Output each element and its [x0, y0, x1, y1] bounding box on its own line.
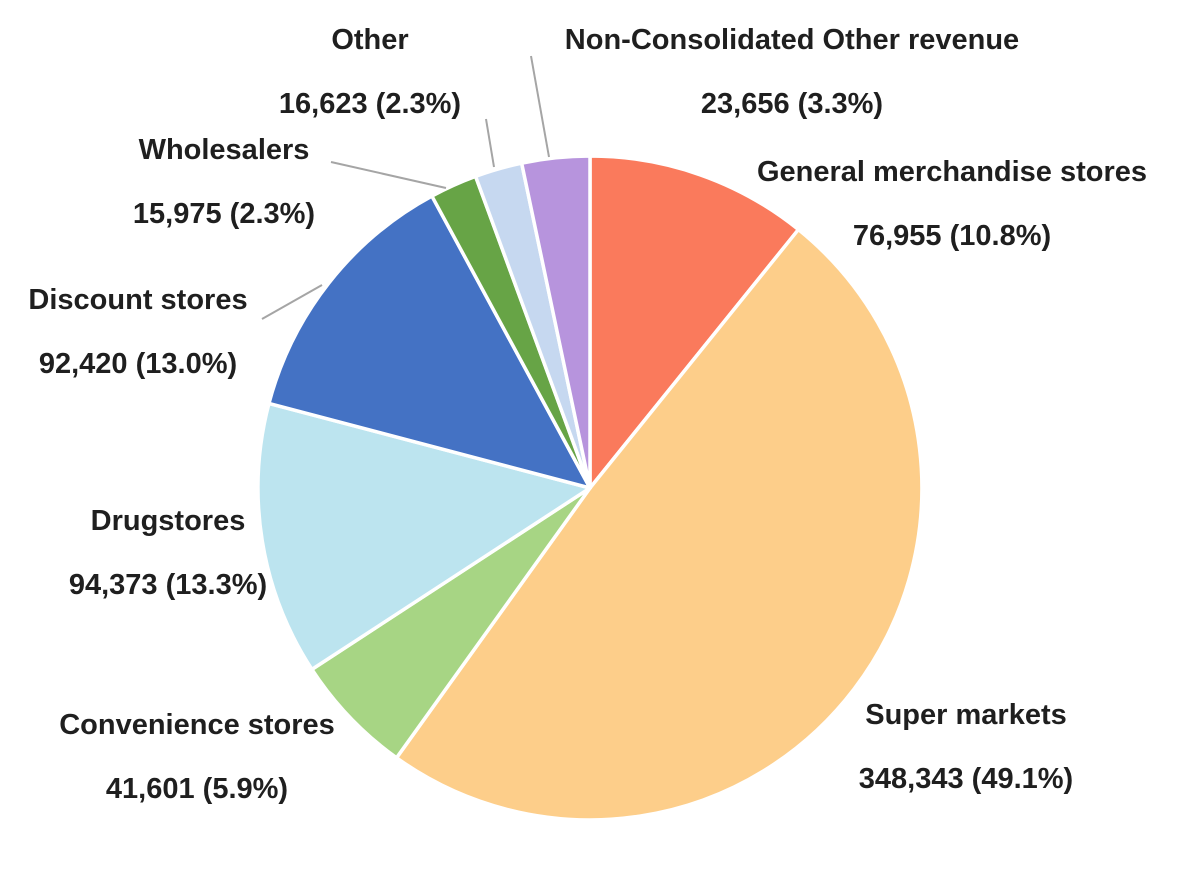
label-drugstores-name: Drugstores	[90, 505, 246, 537]
leader-line-non-consolidated-other-revenue	[530, 55, 550, 158]
label-super-markets: Super markets 348,343 (49.1%)	[859, 695, 1073, 799]
label-general-merchandise-name: General merchandise stores	[756, 156, 1148, 188]
pie-slice-super-markets	[394, 227, 924, 822]
label-convenience-stores-name: Convenience stores	[59, 709, 335, 741]
label-convenience-stores: Convenience stores 41,601 (5.9%)	[59, 705, 335, 809]
label-discount-stores-name: Discount stores	[28, 284, 248, 316]
pie-slice-convenience-stores	[310, 486, 592, 760]
label-discount-stores-value: 92,420 (13.0%)	[38, 348, 238, 380]
label-drugstores: Drugstores 94,373 (13.3%)	[69, 501, 267, 605]
leader-line-wholesalers	[330, 161, 447, 189]
label-wholesalers-name: Wholesalers	[138, 134, 310, 166]
label-discount-stores: Discount stores 92,420 (13.0%)	[28, 280, 247, 384]
label-wholesalers: Wholesalers 15,975 (2.3%)	[133, 130, 315, 234]
label-wholesalers-value: 15,975 (2.3%)	[132, 198, 316, 230]
leader-line-other	[485, 118, 495, 168]
pie-slices-group	[256, 154, 924, 822]
label-other: Other 16,623 (2.3%)	[279, 20, 461, 124]
label-non-consolidated-value: 23,656 (3.3%)	[700, 88, 884, 120]
label-convenience-stores-value: 41,601 (5.9%)	[105, 773, 289, 805]
label-other-value: 16,623 (2.3%)	[278, 88, 462, 120]
pie-slice-non-consolidated-other-revenue	[519, 154, 592, 490]
label-non-consolidated-other-revenue: Non-Consolidated Other revenue 23,656 (3…	[565, 20, 1019, 124]
label-general-merchandise-stores: General merchandise stores 76,955 (10.8%…	[757, 152, 1147, 256]
label-super-markets-value: 348,343 (49.1%)	[858, 763, 1074, 795]
pie-slice-general-merchandise-stores	[588, 154, 801, 490]
label-non-consolidated-name: Non-Consolidated Other revenue	[564, 24, 1020, 56]
leader-line-discount-stores	[261, 284, 323, 320]
label-other-name: Other	[331, 24, 409, 56]
pie-slice-discount-stores	[267, 194, 592, 490]
leader-lines-group	[261, 55, 550, 320]
pie-slice-drugstores	[256, 401, 592, 672]
label-drugstores-value: 94,373 (13.3%)	[68, 569, 268, 601]
label-general-merchandise-value: 76,955 (10.8%)	[852, 220, 1052, 252]
label-super-markets-name: Super markets	[865, 699, 1067, 731]
